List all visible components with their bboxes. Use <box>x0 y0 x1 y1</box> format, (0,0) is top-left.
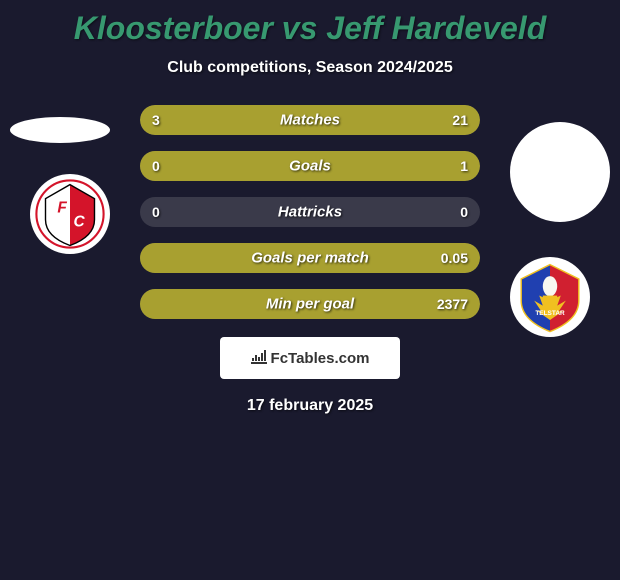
stat-label: Min per goal <box>140 296 480 313</box>
fc-utrecht-icon: F C <box>35 179 105 249</box>
stat-label: Goals <box>140 158 480 175</box>
stat-val-right: 0.05 <box>441 250 468 266</box>
stat-val-right: 2377 <box>437 296 468 312</box>
club-right-logo: TELSTAR <box>510 257 590 337</box>
player-right-avatar <box>510 122 610 222</box>
stat-val-left: 0 <box>152 158 160 174</box>
stat-val-left: 0 <box>152 204 160 220</box>
svg-text:TELSTAR: TELSTAR <box>535 310 565 317</box>
stat-label: Hattricks <box>140 204 480 221</box>
subtitle: Club competitions, Season 2024/2025 <box>0 59 620 77</box>
watermark-text: FcTables.com <box>271 350 370 367</box>
stat-val-right: 0 <box>460 204 468 220</box>
stat-row: Hattricks0 0 <box>140 197 480 227</box>
stat-row: Goals0 1 <box>140 151 480 181</box>
stat-bars: Matches321Goals01Hattricks00Goals per ma… <box>140 102 480 319</box>
stat-row: Matches3 21 <box>140 105 480 135</box>
telstar-icon: TELSTAR <box>514 261 586 333</box>
svg-text:F: F <box>57 200 67 217</box>
watermark: FcTables.com <box>220 337 400 379</box>
stat-row: Min per goal2377 <box>140 289 480 319</box>
svg-text:C: C <box>74 214 86 231</box>
stat-val-left: 3 <box>152 112 160 128</box>
stat-val-right: 1 <box>460 158 468 174</box>
club-left-logo: F C <box>30 174 110 254</box>
player-left-avatar <box>10 117 110 143</box>
date-text: 17 february 2025 <box>0 397 620 415</box>
stat-label: Matches <box>140 112 480 129</box>
stat-row: Goals per match0.05 <box>140 243 480 273</box>
stat-label: Goals per match <box>140 250 480 267</box>
stat-val-right: 21 <box>452 112 468 128</box>
page-title: Kloosterboer vs Jeff Hardeveld <box>0 0 620 47</box>
comparison-content: F C TELSTAR Matches321Goals01Hattricks00… <box>0 102 620 415</box>
chart-icon <box>251 350 267 367</box>
